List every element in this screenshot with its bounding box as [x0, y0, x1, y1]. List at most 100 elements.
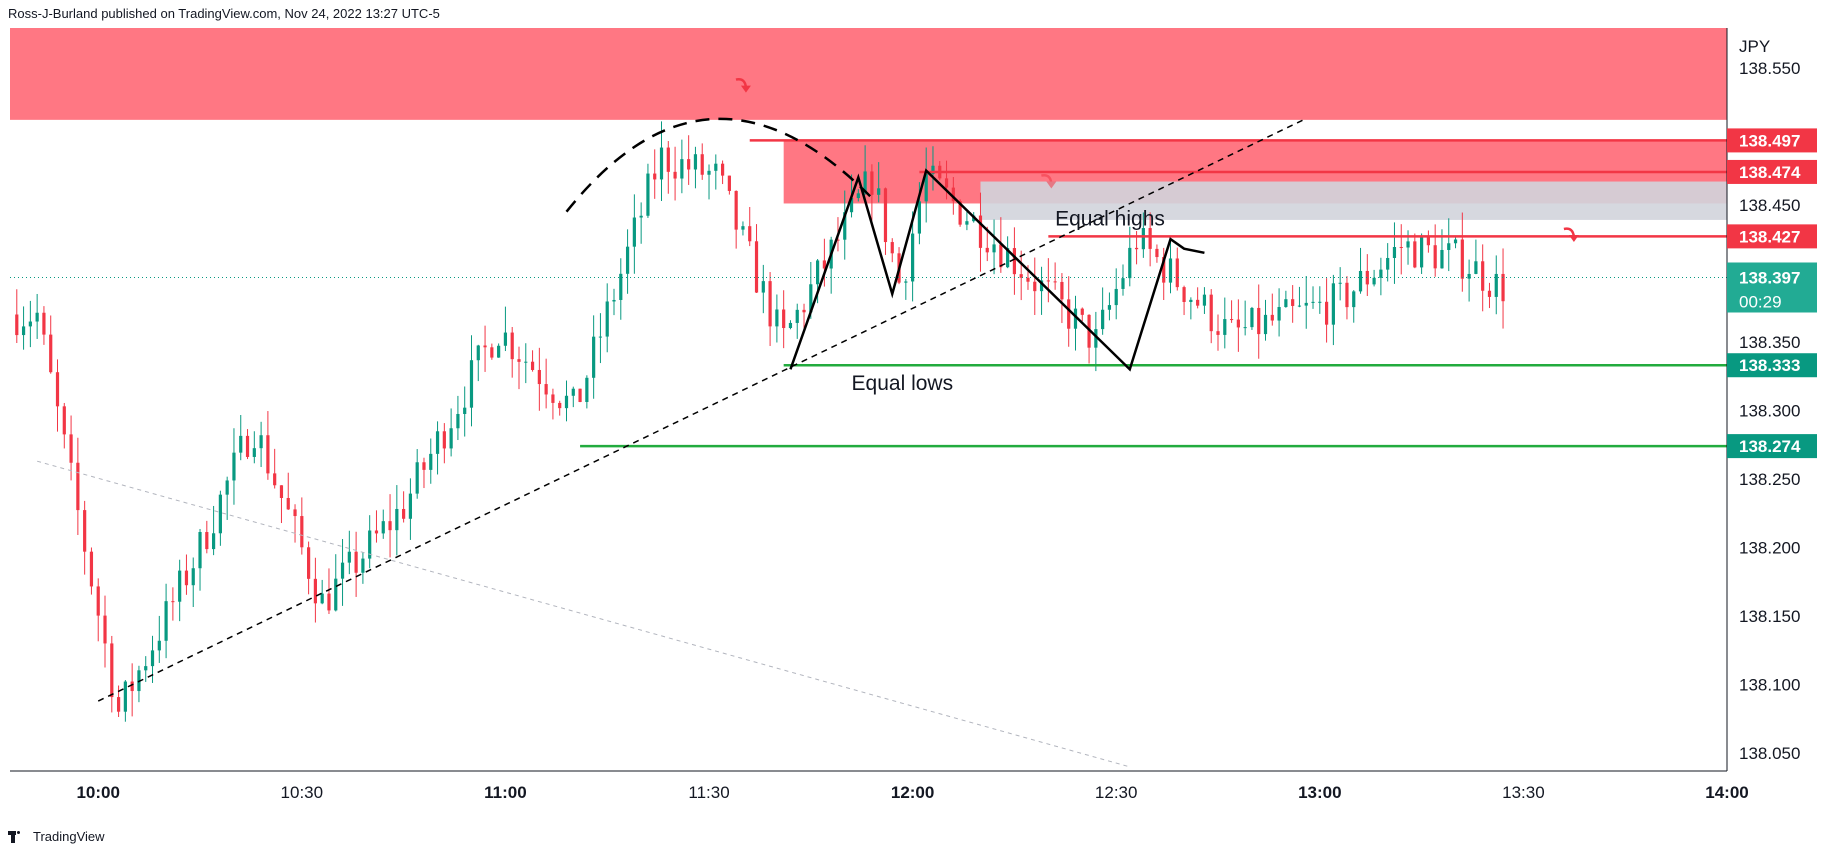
price-label-box — [1727, 128, 1817, 153]
footer-brand: TradingView — [33, 829, 105, 844]
time-tick: 11:00 — [484, 783, 527, 802]
candle — [1046, 258, 1050, 303]
candle — [1236, 299, 1240, 352]
candle — [157, 615, 161, 663]
price-label-value: 138.274 — [1739, 437, 1801, 456]
arrow-head — [1568, 234, 1579, 242]
candle-body — [843, 212, 847, 240]
candle — [517, 346, 521, 390]
candle — [741, 221, 745, 236]
candle-body — [1209, 294, 1213, 332]
candle — [578, 388, 582, 403]
candle — [334, 554, 338, 612]
candle — [870, 164, 874, 221]
candle-body — [381, 521, 385, 534]
candle-body — [558, 402, 562, 409]
candle-body — [680, 159, 684, 179]
candle-body — [144, 666, 148, 671]
price-label-value: 138.397 — [1739, 268, 1800, 287]
candle-body — [951, 187, 955, 202]
candle-body — [911, 233, 915, 282]
candle-body — [218, 494, 222, 534]
candle-body — [1311, 301, 1315, 303]
candle-body — [415, 462, 419, 494]
candle-body — [890, 242, 894, 254]
candle — [720, 160, 725, 185]
candle-body — [89, 551, 94, 587]
candle — [544, 358, 548, 409]
candle — [490, 343, 494, 360]
candle-body — [490, 347, 494, 358]
time-tick: 12:30 — [1095, 783, 1138, 802]
candle — [347, 530, 351, 575]
candle — [1426, 230, 1430, 253]
candle-body — [232, 452, 236, 481]
candle-body — [123, 681, 127, 712]
candle — [191, 557, 195, 607]
candle-body — [1257, 307, 1261, 335]
candle — [1392, 222, 1397, 284]
candle-body — [1487, 290, 1492, 297]
candle-body — [904, 281, 908, 283]
candle-body — [62, 406, 66, 435]
candle — [666, 141, 670, 194]
candle-body — [374, 530, 379, 534]
candle-body — [1372, 277, 1376, 285]
candle — [42, 306, 46, 345]
candle-body — [625, 246, 630, 274]
candle — [727, 175, 731, 195]
candle — [476, 344, 480, 382]
candle-body — [1453, 239, 1458, 244]
candle-body — [395, 508, 399, 531]
candle-body — [653, 173, 657, 180]
candle — [1358, 247, 1363, 294]
candle — [754, 224, 759, 294]
candle — [55, 359, 60, 432]
candle — [497, 343, 501, 358]
publish-attribution: Ross-J-Burland published on TradingView.… — [8, 6, 440, 21]
candle — [1196, 287, 1200, 309]
candle-body — [1019, 274, 1023, 278]
candle-body — [1406, 241, 1410, 248]
candle — [354, 531, 358, 597]
price-tick: 138.450 — [1739, 196, 1800, 215]
candle-body — [863, 171, 867, 194]
candle — [1494, 255, 1498, 315]
candle-body — [958, 201, 962, 225]
candle — [707, 164, 711, 200]
candle — [931, 146, 935, 191]
candle — [178, 559, 182, 622]
candle-body — [184, 570, 189, 586]
candle-body — [408, 493, 413, 519]
candle — [1080, 307, 1084, 322]
candle — [1474, 239, 1478, 275]
candle-body — [1026, 277, 1030, 282]
candle-body — [225, 480, 229, 495]
candle-body — [1114, 288, 1118, 306]
candle — [1182, 285, 1186, 316]
candle — [1053, 262, 1057, 290]
candle-body — [530, 361, 535, 370]
time-tick: 12:00 — [891, 783, 934, 802]
candle-body — [856, 193, 860, 199]
candle — [137, 665, 141, 703]
candle — [76, 437, 80, 535]
candle — [911, 211, 915, 302]
candle — [775, 294, 779, 343]
candle — [673, 146, 677, 201]
candle — [279, 485, 284, 524]
candle-body — [849, 198, 854, 213]
price-tick: 138.350 — [1739, 333, 1800, 352]
candle-body — [1148, 228, 1152, 249]
candle-body — [157, 640, 161, 651]
candle-body — [1216, 331, 1220, 335]
candle-body — [347, 551, 351, 563]
candle — [537, 347, 541, 411]
candle — [1148, 212, 1152, 267]
candle-body — [632, 217, 636, 247]
candle — [863, 145, 867, 195]
candle-body — [768, 281, 772, 327]
candle — [225, 476, 229, 520]
candle — [1420, 233, 1424, 274]
